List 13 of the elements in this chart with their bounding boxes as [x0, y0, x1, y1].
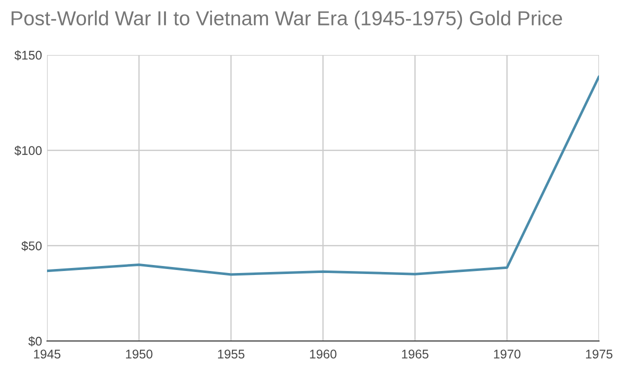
x-tick-label: 1960 [310, 350, 336, 359]
x-tick-label: 1955 [218, 350, 244, 359]
x-tick-label: 1950 [126, 350, 152, 359]
line-series [47, 75, 599, 276]
x-tick-label: 1970 [494, 350, 520, 359]
y-tick-label: $50 [21, 240, 42, 252]
y-tick-label: $0 [28, 336, 42, 346]
chart-title: Post-World War II to Vietnam War Era (1945-1975) Gold Price [12, 10, 562, 30]
y-tick-label: $100 [14, 146, 42, 156]
y-tick-label: $150 [14, 50, 42, 60]
x-tick-label: 1975 [586, 350, 612, 359]
x-tick-label: 1965 [402, 350, 428, 359]
x-tick-label: 1945 [34, 350, 60, 359]
